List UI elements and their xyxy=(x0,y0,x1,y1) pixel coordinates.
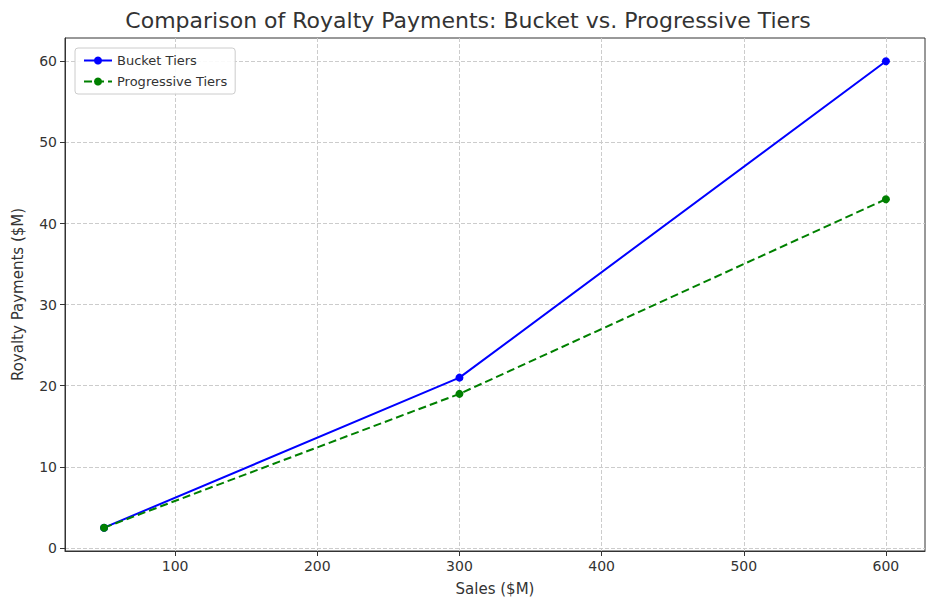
svg-text:200: 200 xyxy=(304,558,331,574)
svg-text:Bucket Tiers: Bucket Tiers xyxy=(117,53,197,68)
svg-text:50: 50 xyxy=(39,134,57,150)
svg-text:Progressive Tiers: Progressive Tiers xyxy=(117,74,227,89)
svg-text:300: 300 xyxy=(446,558,473,574)
svg-text:600: 600 xyxy=(873,558,900,574)
svg-text:60: 60 xyxy=(39,53,57,69)
svg-text:400: 400 xyxy=(588,558,615,574)
svg-text:20: 20 xyxy=(39,378,57,394)
svg-text:Comparison of Royalty Payments: Comparison of Royalty Payments: Bucket v… xyxy=(125,8,810,33)
svg-text:30: 30 xyxy=(39,297,57,313)
svg-text:100: 100 xyxy=(162,558,189,574)
svg-text:10: 10 xyxy=(39,459,57,475)
svg-text:Royalty Payments ($M): Royalty Payments ($M) xyxy=(9,208,27,381)
svg-text:40: 40 xyxy=(39,216,57,232)
svg-text:Sales ($M): Sales ($M) xyxy=(456,580,535,598)
svg-text:0: 0 xyxy=(48,540,57,556)
svg-text:500: 500 xyxy=(730,558,757,574)
